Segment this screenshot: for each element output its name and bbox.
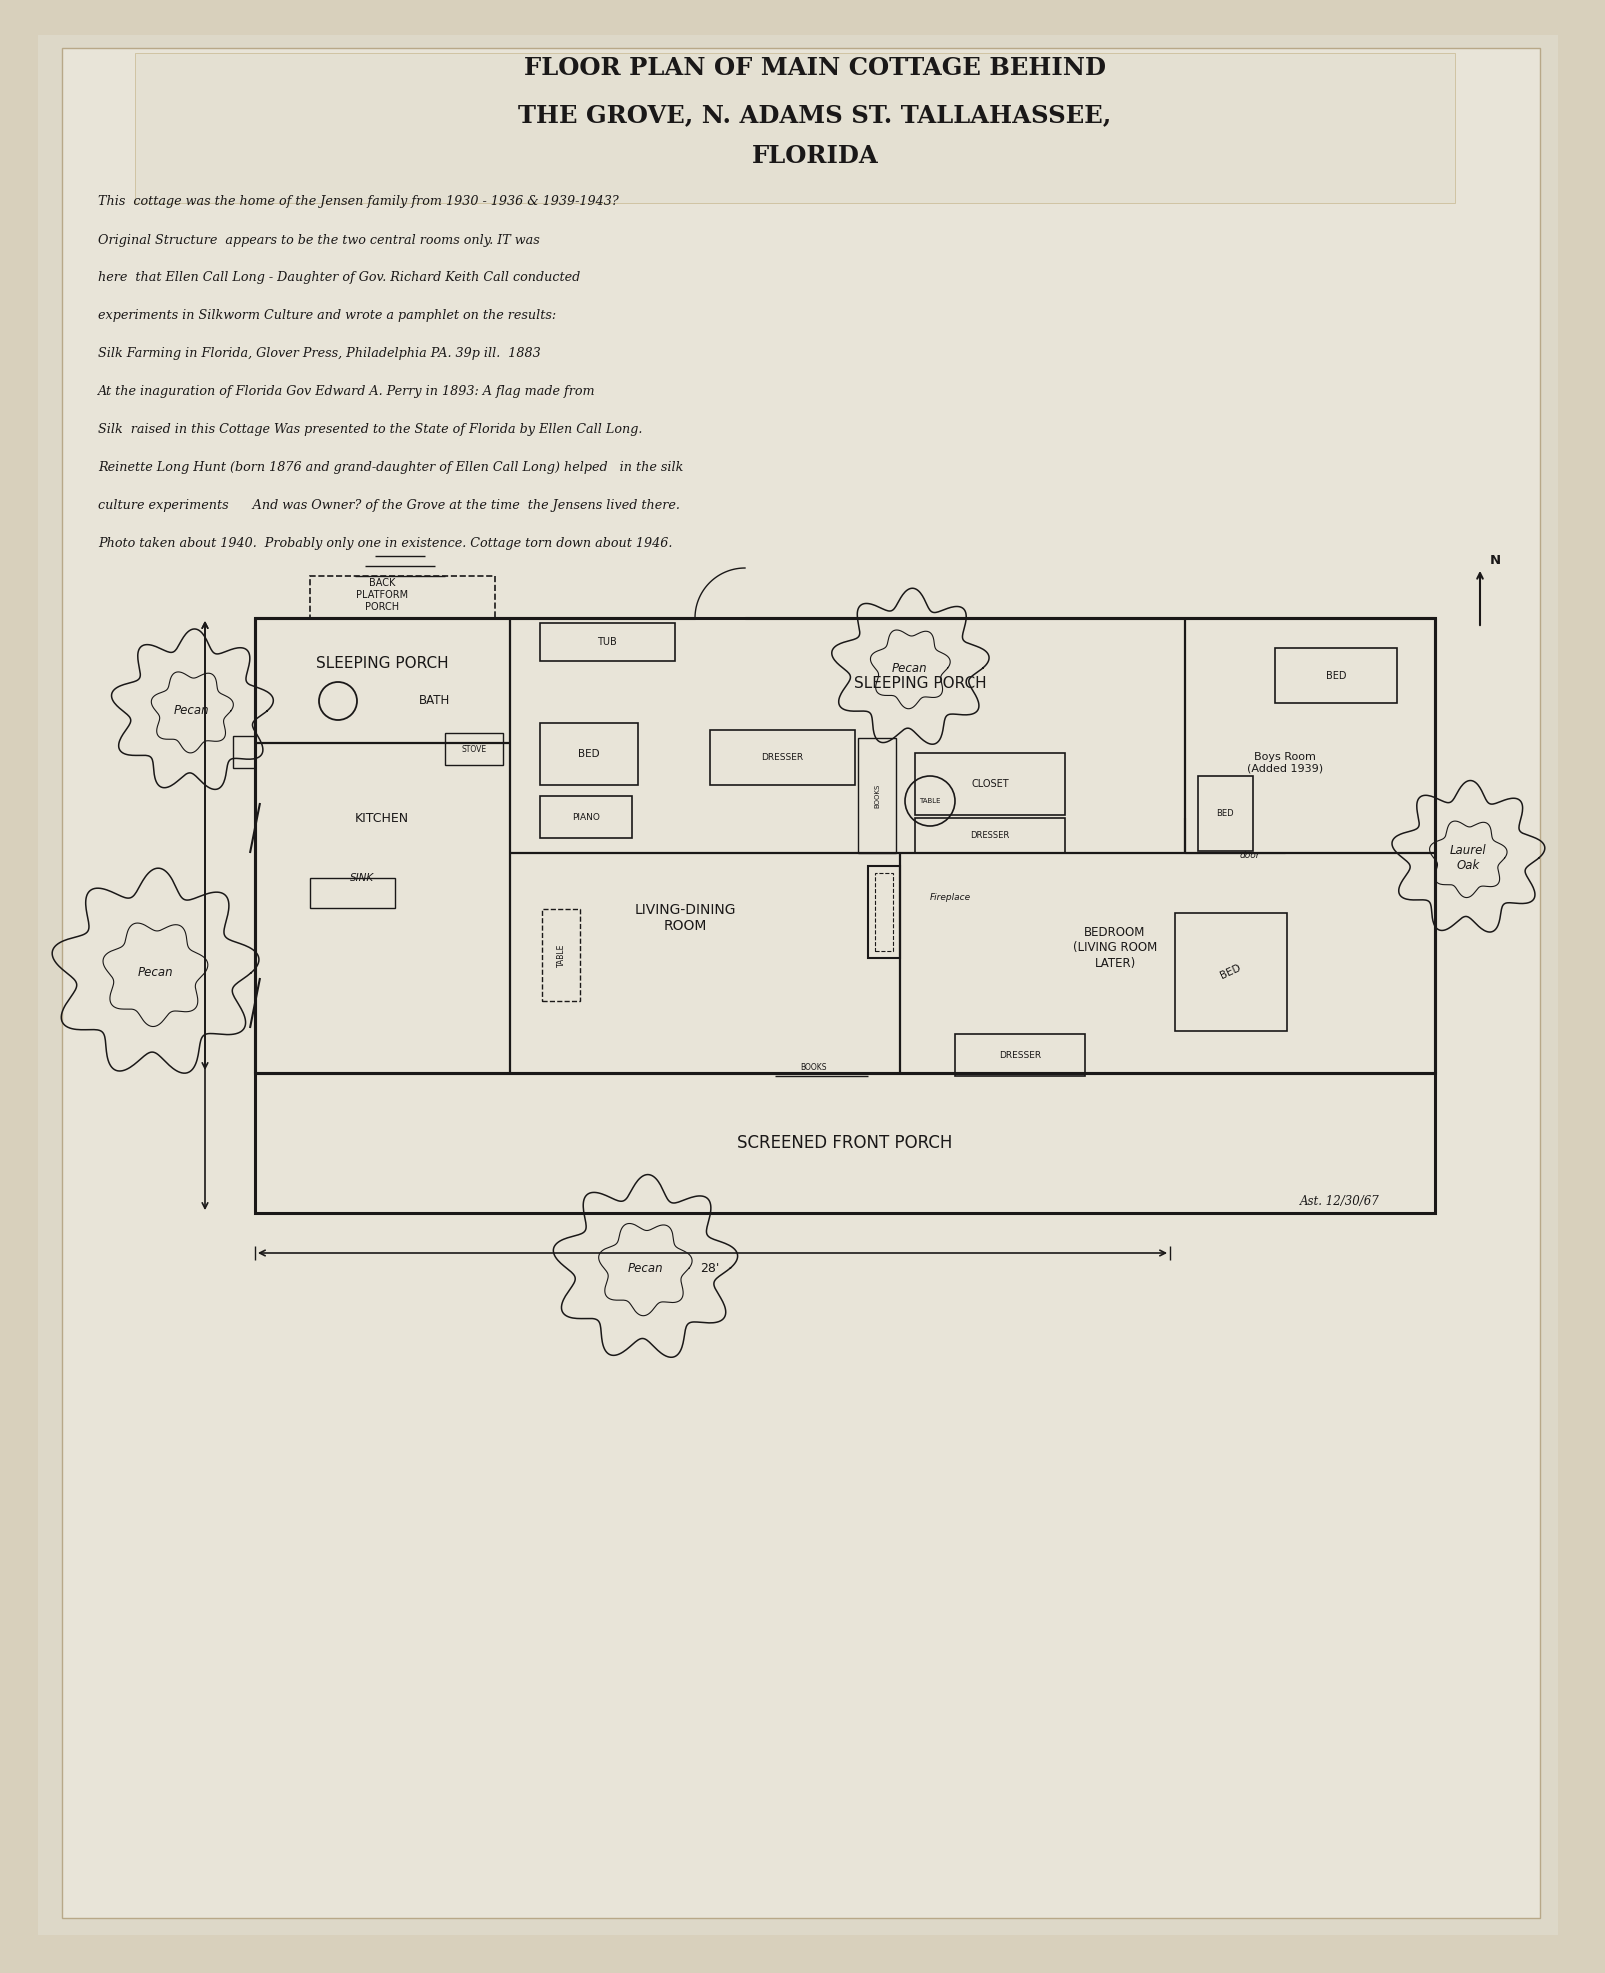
Bar [875,872,892,951]
Text: Laurel
Oak: Laurel Oak [1449,844,1486,872]
Bar [1197,775,1254,850]
Text: PIANO: PIANO [571,813,600,821]
Text: Ast. 12/30/67: Ast. 12/30/67 [1300,1194,1380,1207]
Text: Boys Room
(Added 1939): Boys Room (Added 1939) [1247,752,1323,773]
Text: BOOKS: BOOKS [799,1063,827,1073]
Text: door: door [1239,850,1260,860]
Text: Photo taken about 1940.  Probably only one in existence. Cottage torn down about: Photo taken about 1940. Probably only on… [98,537,672,550]
Text: Reinette Long Hunt (born 1876 and grand-daughter of Ellen Call Long) helped   in: Reinette Long Hunt (born 1876 and grand-… [98,460,684,474]
Text: TABLE: TABLE [557,943,565,967]
Text: Silk Farming in Florida, Glover Press, Philadelphia PA. 39p ill.  1883: Silk Farming in Florida, Glover Press, P… [98,347,541,361]
Bar [310,878,395,908]
Bar [255,1073,1435,1213]
Bar [542,910,579,1000]
Text: DRESSER: DRESSER [998,1050,1042,1060]
Bar [1274,647,1396,702]
Text: BOOKS: BOOKS [875,783,880,809]
Text: BATH: BATH [419,694,451,708]
Bar [135,53,1456,203]
Text: SINK: SINK [350,872,374,884]
Bar [445,734,502,766]
Text: Pecan: Pecan [175,704,210,718]
Text: Pecan: Pecan [136,967,173,979]
Text: SLEEPING PORCH: SLEEPING PORCH [854,675,987,691]
Bar [539,623,676,661]
Bar [859,738,896,852]
Bar [915,754,1066,815]
Text: DRESSER: DRESSER [971,831,1010,840]
Text: BED: BED [1217,809,1234,819]
Text: Silk  raised in this Cottage Was presented to the State of Florida by Ellen Call: Silk raised in this Cottage Was presente… [98,422,642,436]
Bar [255,618,1435,1073]
Text: BED: BED [578,750,600,760]
Text: TUB: TUB [597,637,616,647]
Text: experiments in Silkworm Culture and wrote a pamphlet on the results:: experiments in Silkworm Culture and wrot… [98,308,555,322]
Text: SLEEPING PORCH: SLEEPING PORCH [316,655,448,671]
Bar [310,576,494,618]
Text: FLOOR PLAN OF MAIN COTTAGE BEHIND: FLOOR PLAN OF MAIN COTTAGE BEHIND [523,55,1106,81]
Text: DRESSER: DRESSER [761,754,802,762]
Text: FLORIDA: FLORIDA [751,144,878,168]
Text: Pecan: Pecan [628,1261,663,1275]
Bar [539,722,639,785]
Bar [915,819,1066,852]
Bar [233,736,255,767]
Text: culture experiments      And was Owner? of the Grove at the time  the Jensens li: culture experiments And was Owner? of th… [98,499,681,511]
Text: 28': 28' [700,1261,719,1275]
Text: BEDROOM
(LIVING ROOM
LATER): BEDROOM (LIVING ROOM LATER) [1072,927,1157,969]
Text: CLOSET: CLOSET [971,779,1010,789]
Bar [955,1034,1085,1075]
Bar [868,866,900,959]
Bar [709,730,855,785]
Text: Pecan: Pecan [892,661,928,675]
Text: LIVING-DINING
ROOM: LIVING-DINING ROOM [634,904,735,933]
Text: N: N [1489,554,1501,568]
Text: At the inaguration of Florida Gov Edward A. Perry in 1893: A flag made from: At the inaguration of Florida Gov Edward… [98,385,595,397]
Text: here  that Ellen Call Long - Daughter of Gov. Richard Keith Call conducted: here that Ellen Call Long - Daughter of … [98,270,581,284]
Text: KITCHEN: KITCHEN [355,811,409,825]
Text: STOVE: STOVE [462,744,486,754]
Text: This  cottage was the home of the Jensen family from 1930 - 1936 & 1939-1943?: This cottage was the home of the Jensen … [98,195,620,207]
Text: TABLE: TABLE [920,797,941,805]
Text: BACK
PLATFORM
PORCH: BACK PLATFORM PORCH [356,578,408,612]
Text: Original Structure  appears to be the two central rooms only. IT was: Original Structure appears to be the two… [98,233,539,247]
Text: THE GROVE, N. ADAMS ST. TALLAHASSEE,: THE GROVE, N. ADAMS ST. TALLAHASSEE, [518,103,1112,126]
Text: BED: BED [1220,963,1242,981]
Bar [539,795,632,839]
Text: Fireplace: Fireplace [929,894,971,902]
Text: BED: BED [1326,671,1347,681]
Bar [1175,913,1287,1032]
Text: SCREENED FRONT PORCH: SCREENED FRONT PORCH [737,1134,953,1152]
